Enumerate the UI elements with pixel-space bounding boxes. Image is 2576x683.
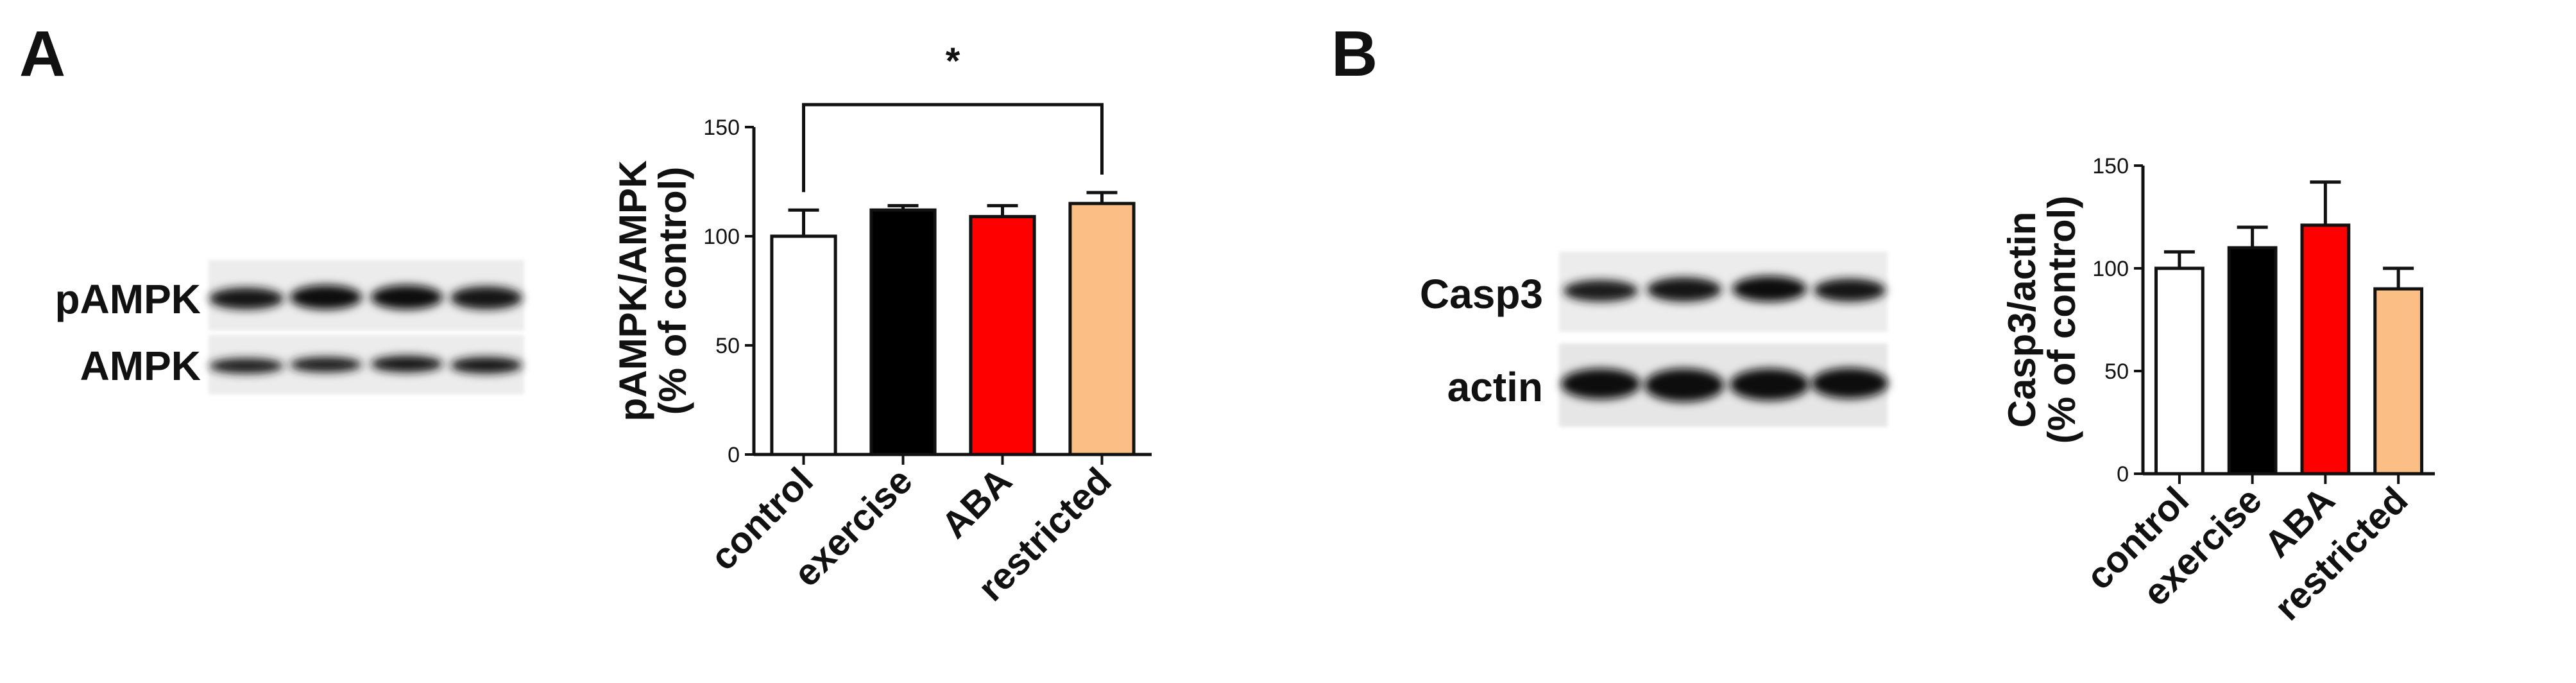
blot-band: [290, 285, 362, 309]
y-axis-label-line: (% of control): [2040, 196, 2083, 444]
blot-label-actin: actin: [1447, 364, 1543, 410]
blot-band: [1644, 368, 1724, 402]
category-label: ABA: [934, 460, 1020, 546]
bar-aba: [969, 214, 1036, 456]
blot-label-pampk: pAMPK: [55, 276, 201, 322]
y-tick-label: 150: [2092, 154, 2129, 178]
blot-band: [371, 356, 443, 372]
y-tick-label: 100: [2092, 257, 2129, 281]
blot-label-casp3: Casp3: [1420, 271, 1543, 317]
blot-band: [209, 358, 284, 374]
bar-aba: [2300, 223, 2351, 476]
bar-restricted: [2373, 287, 2424, 476]
bar-control: [770, 234, 837, 456]
y-tick-label: 50: [2104, 359, 2129, 384]
blot-band: [371, 285, 443, 309]
blot-band: [450, 357, 522, 374]
blot-band: [1561, 368, 1641, 399]
bar-exercise: [2227, 246, 2278, 476]
y-axis-label: Casp3/actin(% of control): [2000, 196, 2083, 444]
y-tick-label: 100: [703, 225, 740, 249]
y-axis-label-line: pAMPK/AMPK: [611, 160, 654, 422]
y-tick-label: 0: [2117, 462, 2129, 487]
western-blot-a: [209, 260, 524, 394]
bar-exercise: [869, 208, 937, 456]
blot-band: [290, 357, 362, 372]
blot-band: [1730, 368, 1809, 401]
blot-band: [209, 288, 284, 309]
y-axis-label: pAMPK/AMPK(% of control): [611, 160, 694, 422]
y-tick-label: 150: [703, 116, 740, 140]
significance-bracket: [802, 103, 1104, 193]
significance-marker: *: [946, 40, 960, 82]
blot-label-ampk: AMPK: [80, 343, 201, 389]
y-axis-label-line: (% of control): [651, 167, 694, 415]
y-axis-label-line: Casp3/actin: [2000, 212, 2043, 428]
blot-band: [450, 286, 522, 309]
bar-control: [2154, 266, 2205, 476]
western-blot-b: [1559, 252, 1888, 427]
blot-band: [1564, 280, 1638, 302]
panel-letter-a: A: [19, 18, 65, 90]
y-tick-label: 50: [715, 334, 740, 358]
blot-band: [1732, 276, 1807, 302]
panel-letter-b: B: [1331, 18, 1378, 90]
blot-band: [1647, 277, 1721, 302]
blot-band: [1814, 279, 1886, 302]
y-tick-label: 0: [728, 443, 740, 467]
blot-band: [1811, 368, 1888, 399]
bar-restricted: [1068, 202, 1136, 456]
